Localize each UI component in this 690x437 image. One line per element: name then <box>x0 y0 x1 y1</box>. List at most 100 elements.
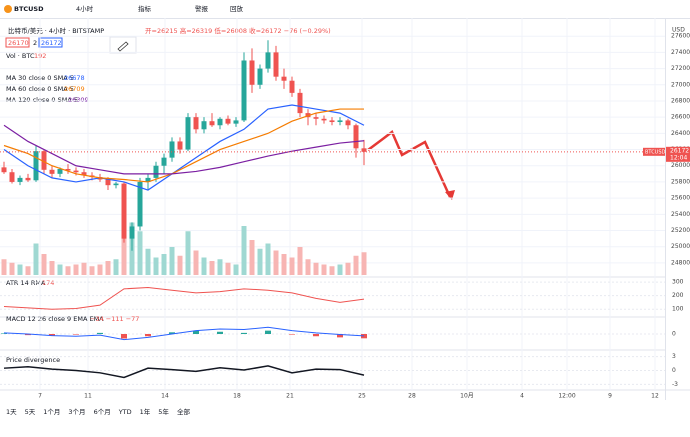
range-button[interactable]: 全部 <box>177 407 191 416</box>
volume-bar <box>345 262 351 275</box>
range-button[interactable]: 6个月 <box>94 408 111 416</box>
volume-bar <box>297 247 303 275</box>
candle-body <box>265 52 271 69</box>
x-tick-label: 9 <box>608 393 612 400</box>
candle-body <box>57 168 63 174</box>
y-tick-label: 27600 <box>671 33 690 40</box>
volume-bar <box>137 231 143 275</box>
toolbar-item[interactable]: 回放 <box>230 4 244 13</box>
y-tick-label: 25800 <box>671 178 690 185</box>
pane-tick-label: 3 <box>672 353 676 360</box>
volume-bar <box>73 264 79 275</box>
range-button[interactable]: 3个月 <box>68 408 85 416</box>
countdown: 12:04 <box>670 154 687 161</box>
y-tick-label: 26800 <box>671 97 690 104</box>
price-tag-text: 26172 <box>670 147 689 154</box>
volume-bar <box>169 247 175 275</box>
study-value: 26678 <box>64 74 85 82</box>
candle-body <box>297 92 303 114</box>
volume-bar <box>361 252 367 275</box>
volume-bar <box>209 261 215 275</box>
symbol-tag <box>643 147 665 156</box>
pane-tick-label: 300 <box>672 279 684 286</box>
candle-body <box>289 80 295 93</box>
study-value: 26709 <box>64 85 85 93</box>
candle-body <box>217 118 223 126</box>
candle-body <box>105 179 111 186</box>
interval[interactable]: 4小时 <box>76 4 94 13</box>
x-tick-label: 25 <box>358 393 366 400</box>
divergence-line <box>3 365 365 379</box>
range-button[interactable]: 1个月 <box>43 408 60 416</box>
x-tick-label: 12 <box>651 393 659 400</box>
volume-bar <box>161 254 167 275</box>
macd-hist <box>217 331 223 334</box>
candle-body <box>17 177 23 182</box>
range-button[interactable]: 1天 <box>6 408 17 416</box>
volume-bar <box>225 262 231 275</box>
volume-bar <box>249 240 255 275</box>
macd-hist <box>145 334 151 337</box>
candle-body <box>161 157 167 166</box>
ma-line <box>3 104 365 191</box>
range-button[interactable]: 5天 <box>25 408 36 416</box>
candle-body <box>233 120 239 124</box>
volume-bar <box>273 250 279 275</box>
range-button[interactable]: 5年 <box>158 407 169 416</box>
candle-body <box>185 117 191 150</box>
btc-icon <box>4 5 12 13</box>
candle-body <box>65 168 71 171</box>
atr-line <box>3 286 365 310</box>
x-tick-label: 14 <box>161 393 169 400</box>
candle-body <box>193 117 199 130</box>
bid-box[interactable] <box>5 37 30 48</box>
candle-body <box>169 141 175 158</box>
forecast-arrow <box>367 130 452 198</box>
symbol[interactable]: BTCUSD <box>14 5 44 13</box>
candle-body <box>321 118 327 121</box>
legend-title: 比特币/美元 · 4小时 · BITSTAMP <box>8 26 104 35</box>
candle-body <box>241 60 247 121</box>
toolbar-item[interactable]: 指标 <box>138 4 152 13</box>
candle-body <box>9 172 15 182</box>
candle-body <box>225 118 231 124</box>
volume-bar <box>217 259 223 275</box>
volume-bar <box>185 231 191 275</box>
range-button[interactable]: 1年 <box>140 407 151 416</box>
volume-bar <box>113 259 119 275</box>
y-tick-label: 25600 <box>671 195 690 202</box>
macd-hist <box>169 332 175 334</box>
pane-tick-label: 100 <box>672 306 684 313</box>
y-tick-label: 27000 <box>671 81 690 88</box>
candle-body <box>121 183 127 239</box>
volume-label: Vol · BTC <box>6 52 35 60</box>
toolbar-item[interactable]: 警报 <box>195 4 209 13</box>
macd-hist <box>265 330 271 334</box>
candle-body <box>353 125 359 149</box>
volume-bar <box>233 264 239 275</box>
volume-bar <box>153 257 159 275</box>
volume-bar <box>41 254 47 275</box>
volume-bar <box>201 257 207 275</box>
volume-bar <box>329 266 335 275</box>
candle-body <box>1 167 7 173</box>
x-tick-label: 11 <box>84 393 92 400</box>
macd-line <box>3 326 365 341</box>
candle-body <box>257 68 263 85</box>
volume-bar <box>305 259 311 275</box>
volume-bar <box>337 264 343 275</box>
toolbar <box>0 0 690 18</box>
macd-hist <box>193 330 199 334</box>
candle-body <box>201 121 207 130</box>
range-button[interactable]: YTD <box>118 408 132 416</box>
candle-body <box>305 113 311 118</box>
volume-bar <box>57 264 63 275</box>
volume-bar <box>1 259 7 275</box>
symbol-tag-text: BTCUSD <box>645 149 666 155</box>
ask-box[interactable] <box>38 37 63 48</box>
atr-value: 174 <box>42 279 54 287</box>
macd-label: MACD 12 26 close 9 EMA EMA <box>6 315 104 323</box>
currency: USD <box>672 27 685 34</box>
macd-hist <box>1 333 7 334</box>
volume-bar <box>9 262 15 275</box>
